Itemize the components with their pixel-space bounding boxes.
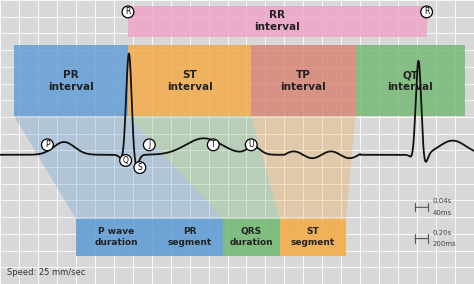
Text: J: J	[148, 140, 150, 149]
Bar	[251, 45, 356, 116]
Text: Speed: 25 mm/sec: Speed: 25 mm/sec	[7, 268, 85, 277]
Bar	[223, 219, 280, 256]
Text: S: S	[137, 163, 142, 172]
Text: RR
interval: RR interval	[255, 11, 300, 32]
Text: R: R	[424, 7, 429, 16]
Text: QRS
duration: QRS duration	[229, 227, 273, 247]
Text: ST
interval: ST interval	[167, 70, 212, 92]
Bar	[14, 45, 128, 116]
Text: 40ms: 40ms	[433, 210, 452, 216]
Text: QT
interval: QT interval	[387, 70, 433, 92]
Text: TP
interval: TP interval	[281, 70, 326, 92]
Text: 0.04s: 0.04s	[433, 199, 452, 204]
Text: ST
segment: ST segment	[291, 227, 335, 247]
Text: PR
interval: PR interval	[48, 70, 94, 92]
Polygon shape	[251, 116, 356, 219]
Text: Q: Q	[123, 156, 128, 165]
Text: U: U	[248, 140, 254, 149]
Bar	[156, 219, 223, 256]
Text: PR
segment: PR segment	[167, 227, 212, 247]
Bar	[128, 6, 427, 37]
Polygon shape	[128, 116, 280, 219]
Text: T: T	[211, 140, 216, 149]
Bar	[76, 219, 156, 256]
Text: P: P	[45, 140, 50, 149]
Bar	[128, 45, 251, 116]
Polygon shape	[14, 116, 223, 219]
Bar	[280, 219, 346, 256]
Text: P wave
duration: P wave duration	[94, 227, 138, 247]
Text: 0.20s: 0.20s	[433, 230, 452, 236]
Text: 200ms: 200ms	[433, 241, 456, 247]
Text: R: R	[125, 7, 131, 16]
Bar	[356, 45, 465, 116]
